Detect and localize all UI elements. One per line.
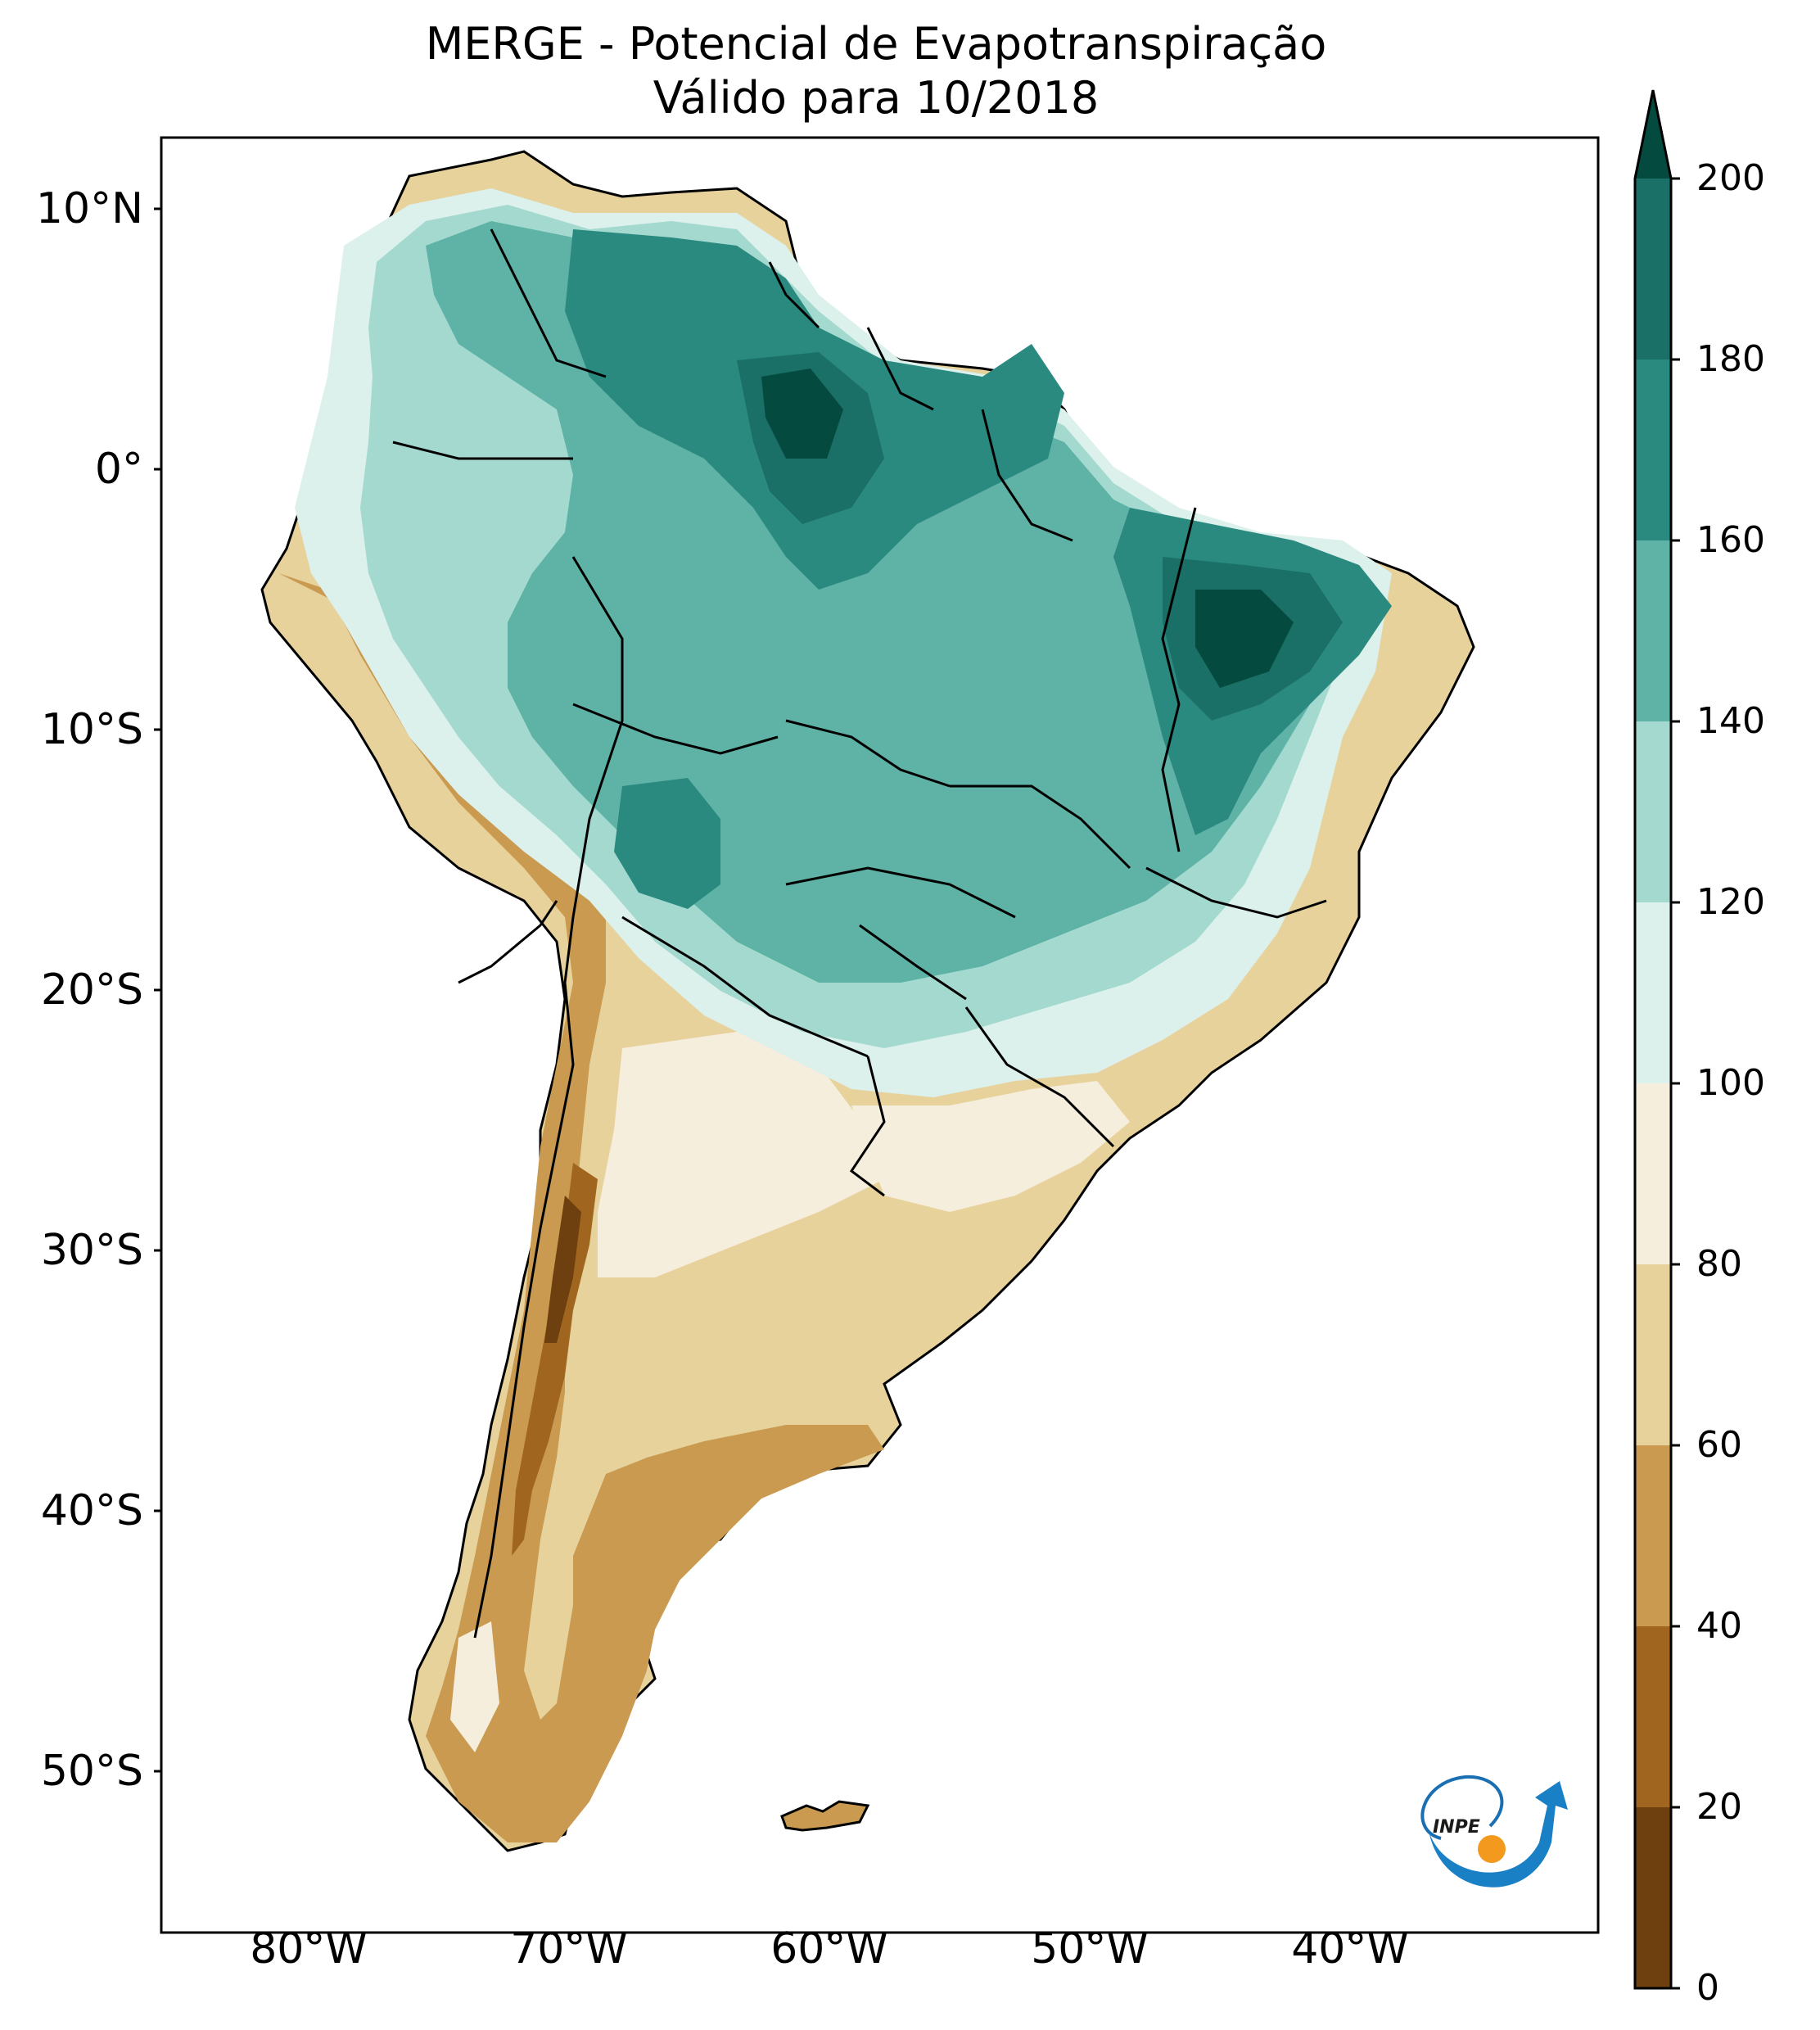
lat-label-20s: 20°S	[40, 965, 143, 1015]
region-top-pet-amazon	[761, 368, 843, 459]
colorbar-tick-80: 80	[1696, 1243, 1742, 1285]
colorbar-bin-120-140	[1635, 721, 1671, 902]
inpe-logo-swoosh	[1429, 1781, 1568, 1888]
region-low-pet-andes	[278, 573, 884, 1842]
colorbar-bin-0-20	[1635, 1807, 1671, 1988]
region-extreme-pet-pantanal	[614, 778, 720, 909]
falkland-islands	[780, 1800, 870, 1832]
region-lowest-pet	[544, 1196, 581, 1343]
map-title: MERGE - Potencial de Evapotranspiração	[425, 18, 1327, 70]
colorbar-bin-80-100	[1635, 1083, 1671, 1264]
region-pampas-light	[598, 1032, 884, 1277]
colorbar-outline	[1633, 89, 1673, 1990]
inpe-logo-sun	[1478, 1835, 1506, 1863]
colorbar-bin-100-120	[1635, 902, 1671, 1083]
colorbar-tick-160: 160	[1696, 519, 1765, 561]
lon-label-80w: 80°W	[250, 1924, 368, 1973]
lat-label-0: 0°	[94, 445, 143, 494]
colorbar-tick-60: 60	[1696, 1424, 1742, 1466]
country-borders	[392, 228, 1327, 1639]
colorbar-tick-180: 180	[1696, 338, 1765, 380]
lat-label-10n: 10°N	[35, 184, 143, 233]
colorbar	[1633, 89, 1680, 1990]
colorbar-bin-20-40	[1635, 1626, 1671, 1807]
colorbar-tick-0: 0	[1696, 1967, 1719, 2009]
lon-label-40w: 40°W	[1291, 1924, 1409, 1973]
lon-label-70w: 70°W	[510, 1924, 628, 1973]
colorbar-bin-180-200	[1635, 179, 1671, 359]
region-top-pet-northeast	[1195, 590, 1294, 688]
colorbar-bin-60-80	[1635, 1264, 1671, 1445]
lat-label-50s: 50°S	[40, 1747, 143, 1796]
lat-label-10s: 10°S	[40, 705, 143, 754]
colorbar-tick-200: 200	[1696, 157, 1765, 199]
lat-label-40s: 40°S	[40, 1486, 143, 1535]
colorbar-bin-40-60	[1635, 1445, 1671, 1626]
lat-label-30s: 30°S	[40, 1226, 143, 1275]
inpe-logo-text: INPE	[1433, 1817, 1480, 1838]
lon-label-50w: 50°W	[1031, 1924, 1149, 1973]
colorbar-tick-140: 140	[1696, 700, 1765, 742]
axis-ticks	[154, 207, 1352, 1940]
colorbar-tick-120: 120	[1696, 881, 1765, 923]
inpe-logo: INPE	[1420, 1775, 1568, 1888]
colorbar-ticks	[1671, 177, 1680, 1990]
colorbar-tick-100: 100	[1696, 1062, 1765, 1104]
region-south-brazil-light	[851, 1081, 1130, 1212]
region-patagonia-patch	[450, 1621, 499, 1752]
colorbar-tick-20: 20	[1696, 1786, 1742, 1828]
colorbar-bin-160-180	[1635, 359, 1671, 540]
colorbar-tick-40: 40	[1696, 1605, 1742, 1647]
inpe-logo-orbit	[1420, 1775, 1504, 1840]
region-very-low-pet-andes	[512, 1163, 598, 1556]
map-subtitle: Válido para 10/2018	[653, 72, 1100, 124]
lon-label-60w: 60°W	[770, 1924, 888, 1973]
colorbar-extend-arrow	[1635, 90, 1671, 179]
colorbar-bin-140-160	[1635, 540, 1671, 721]
